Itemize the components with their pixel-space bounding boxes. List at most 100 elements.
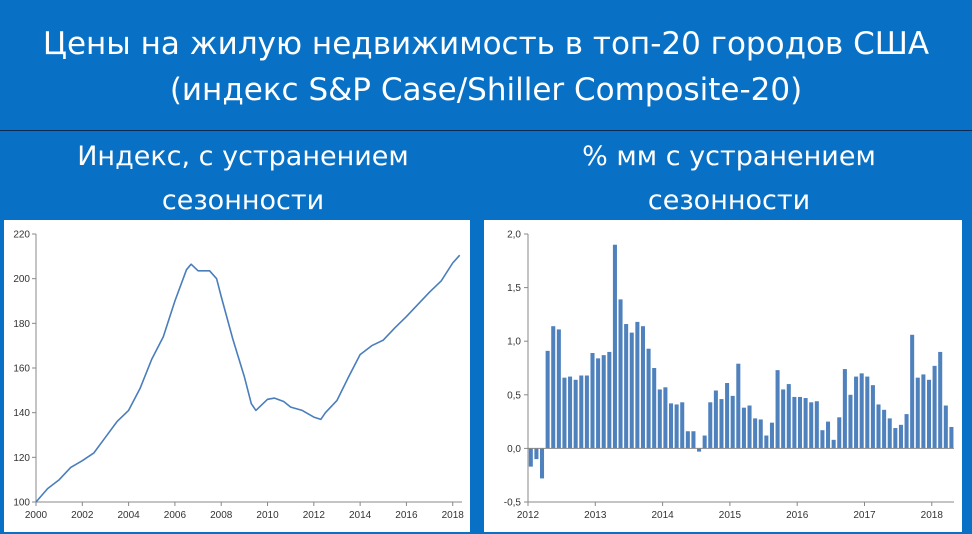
x-tick-label: 2016 [395,510,418,521]
bar [691,431,696,449]
bar [848,394,853,449]
bar [736,363,741,449]
bar [781,389,786,449]
bar [640,326,645,449]
x-tick-label: 2000 [25,510,48,521]
bar [769,422,774,449]
bar [786,384,791,449]
bar [590,352,595,449]
bar [893,428,898,449]
bar [551,326,556,449]
x-tick-label: 2006 [164,510,187,521]
bar [534,448,539,460]
bar [904,414,909,449]
left-subtitle-line-1: Индекс, с устранением [77,141,409,172]
y-tick-label: 0,5 [507,390,521,401]
bar [887,418,892,449]
y-tick-label: 1,5 [507,283,521,294]
bar [540,448,545,479]
bar [826,421,831,449]
bar [697,448,702,452]
bar [854,376,859,449]
page-title-line-2: (индекс S&P Case/Shiller Composite-20) [169,72,803,108]
bar [814,401,819,449]
right-subtitle-line-1: % мм с устранением [582,141,876,172]
bar [730,395,735,449]
bar [556,329,561,449]
bar [915,377,920,449]
title-banner: Цены на жилую недвижимость в топ-20 горо… [0,0,972,131]
x-tick-label: 2016 [786,510,809,521]
bar [612,244,617,449]
bar [708,402,713,449]
bar [635,321,640,449]
bar [859,373,864,449]
bar [938,351,943,449]
bar [562,377,567,449]
y-tick-label: 180 [13,319,30,330]
bar [624,324,629,449]
bar [943,405,948,449]
x-tick-label: 2017 [853,510,876,521]
bar [618,299,623,449]
bar [725,383,730,449]
bar [596,358,601,449]
x-tick-label: 2002 [71,510,94,521]
bar [921,374,926,449]
y-tick-label: 140 [13,408,30,419]
bar [674,404,679,449]
bar [898,424,903,449]
x-tick-label: 2013 [584,510,607,521]
bar [584,375,589,449]
bar [882,409,887,449]
bar [528,448,533,467]
y-tick-label: 120 [13,453,30,464]
y-tick-label: 200 [13,274,30,285]
x-tick-label: 2010 [256,510,279,521]
bar [545,350,550,449]
x-tick-label: 2012 [517,510,540,521]
bar [831,439,836,449]
bar [685,431,690,449]
bar [629,332,634,449]
bar [792,396,797,449]
left-chart-subtitle: Индекс, с устранением сезонности [0,135,486,223]
bar [758,419,763,449]
bar [680,402,685,449]
bar [932,365,937,449]
y-tick-label: 100 [13,498,30,509]
left-subtitle-line-2: сезонности [161,185,325,216]
x-tick-label: 2012 [303,510,326,521]
bar [842,369,847,449]
bar [870,385,875,449]
bar [926,379,932,449]
right-subtitle-line-2: сезонности [647,185,811,216]
bar [601,355,606,449]
bar [657,389,662,449]
y-tick-label: 220 [13,230,30,241]
bar [702,435,707,449]
bar [568,376,573,449]
x-tick-label: 2004 [117,510,140,521]
bar [949,426,954,449]
y-tick-label: 1,0 [507,337,521,348]
bar [764,435,769,449]
bar [809,402,814,449]
bar [741,407,746,449]
x-tick-label: 2008 [210,510,233,521]
index-series-line [35,254,461,503]
mom-bar-chart-panel: 2,0 1,5 1,0 0,5 0,0 -0,5 2012 2013 2014 2015 2016 2… [484,220,962,532]
bar [775,370,780,449]
bar [797,396,803,449]
bar [876,404,881,449]
bar [719,399,724,449]
bar [747,405,752,449]
x-tick-label: 2018 [921,510,944,521]
x-tick-label: 2014 [349,510,372,521]
y-tick-label: -0,5 [504,498,522,509]
bar [865,376,870,449]
x-tick-label: 2014 [651,510,674,521]
index-line-chart-panel: 100 120 140 160 180 200 220 2000 2002 2004 2006 200… [4,220,470,532]
bar [753,418,758,449]
